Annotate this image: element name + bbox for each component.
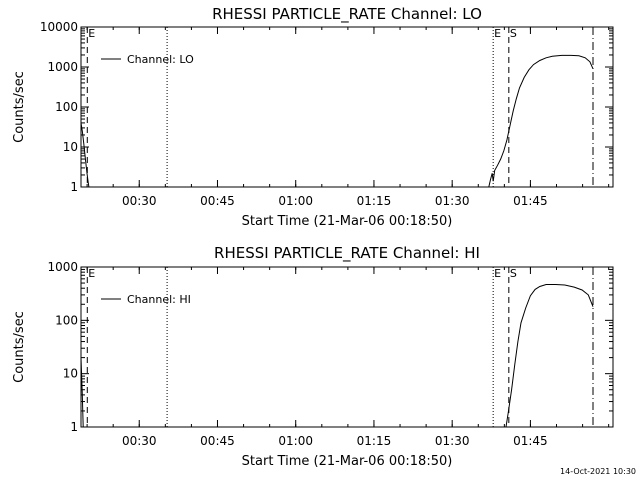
x-tick-label: 01:00	[278, 434, 313, 448]
footer-timestamp: 14-Oct-2021 10:30	[560, 467, 636, 476]
x-tick-label: 00:30	[122, 434, 157, 448]
y-axis-label: Counts/sec	[12, 311, 27, 383]
y-tick-label: 10	[63, 140, 78, 154]
chart-panel-lo: RHESSI PARTICLE_RATE Channel: LO 00:30 00:…	[12, 5, 614, 229]
y-tick-label: 1	[70, 420, 78, 434]
x-tick-label: 01:45	[513, 434, 548, 448]
x-tick-label: 01:45	[513, 194, 548, 208]
y-tick-label: 100	[55, 100, 78, 114]
y-tick-label: 10000	[40, 20, 78, 34]
event-marker-label: S	[510, 27, 517, 40]
x-tick-label: 01:30	[435, 194, 470, 208]
x-tick-label: 00:30	[122, 194, 157, 208]
series-line	[505, 284, 594, 427]
y-tick-label: 1	[70, 180, 78, 194]
x-tick-label: 00:45	[200, 434, 235, 448]
x-axis-label: Start Time (21-Mar-06 00:18:50)	[242, 454, 453, 469]
series-line	[81, 357, 84, 427]
y-tick-label: 1000	[47, 60, 78, 74]
chart-title: RHESSI PARTICLE_RATE Channel: HI	[214, 244, 480, 263]
x-tick-label: 01:00	[278, 194, 313, 208]
x-axis-label: Start Time (21-Mar-06 00:18:50)	[242, 214, 453, 229]
legend-label: Channel: LO	[127, 53, 194, 66]
x-tick-label: 00:45	[200, 194, 235, 208]
chart-panel-hi: RHESSI PARTICLE_RATE Channel: HI 00:30 00:…	[12, 244, 614, 469]
y-tick-label: 10	[63, 367, 78, 381]
x-tick-label: 01:30	[435, 434, 470, 448]
plot-frame	[80, 266, 614, 428]
legend-label: Channel: HI	[127, 293, 191, 306]
series-line	[81, 122, 90, 187]
series-line	[488, 54, 594, 187]
event-marker-label: E	[88, 267, 95, 280]
y-tick-label: 100	[55, 313, 78, 327]
y-axis-label: Counts/sec	[12, 71, 27, 143]
event-marker-label: S	[510, 267, 517, 280]
plot-frame	[80, 26, 614, 188]
event-marker-label: E	[494, 27, 501, 40]
y-tick-label: 1000	[47, 260, 78, 274]
chart-title: RHESSI PARTICLE_RATE Channel: LO	[212, 5, 482, 24]
x-tick-label: 01:15	[357, 434, 392, 448]
event-marker-label: E	[88, 27, 95, 40]
x-tick-label: 01:15	[357, 194, 392, 208]
event-marker-label: E	[494, 267, 501, 280]
